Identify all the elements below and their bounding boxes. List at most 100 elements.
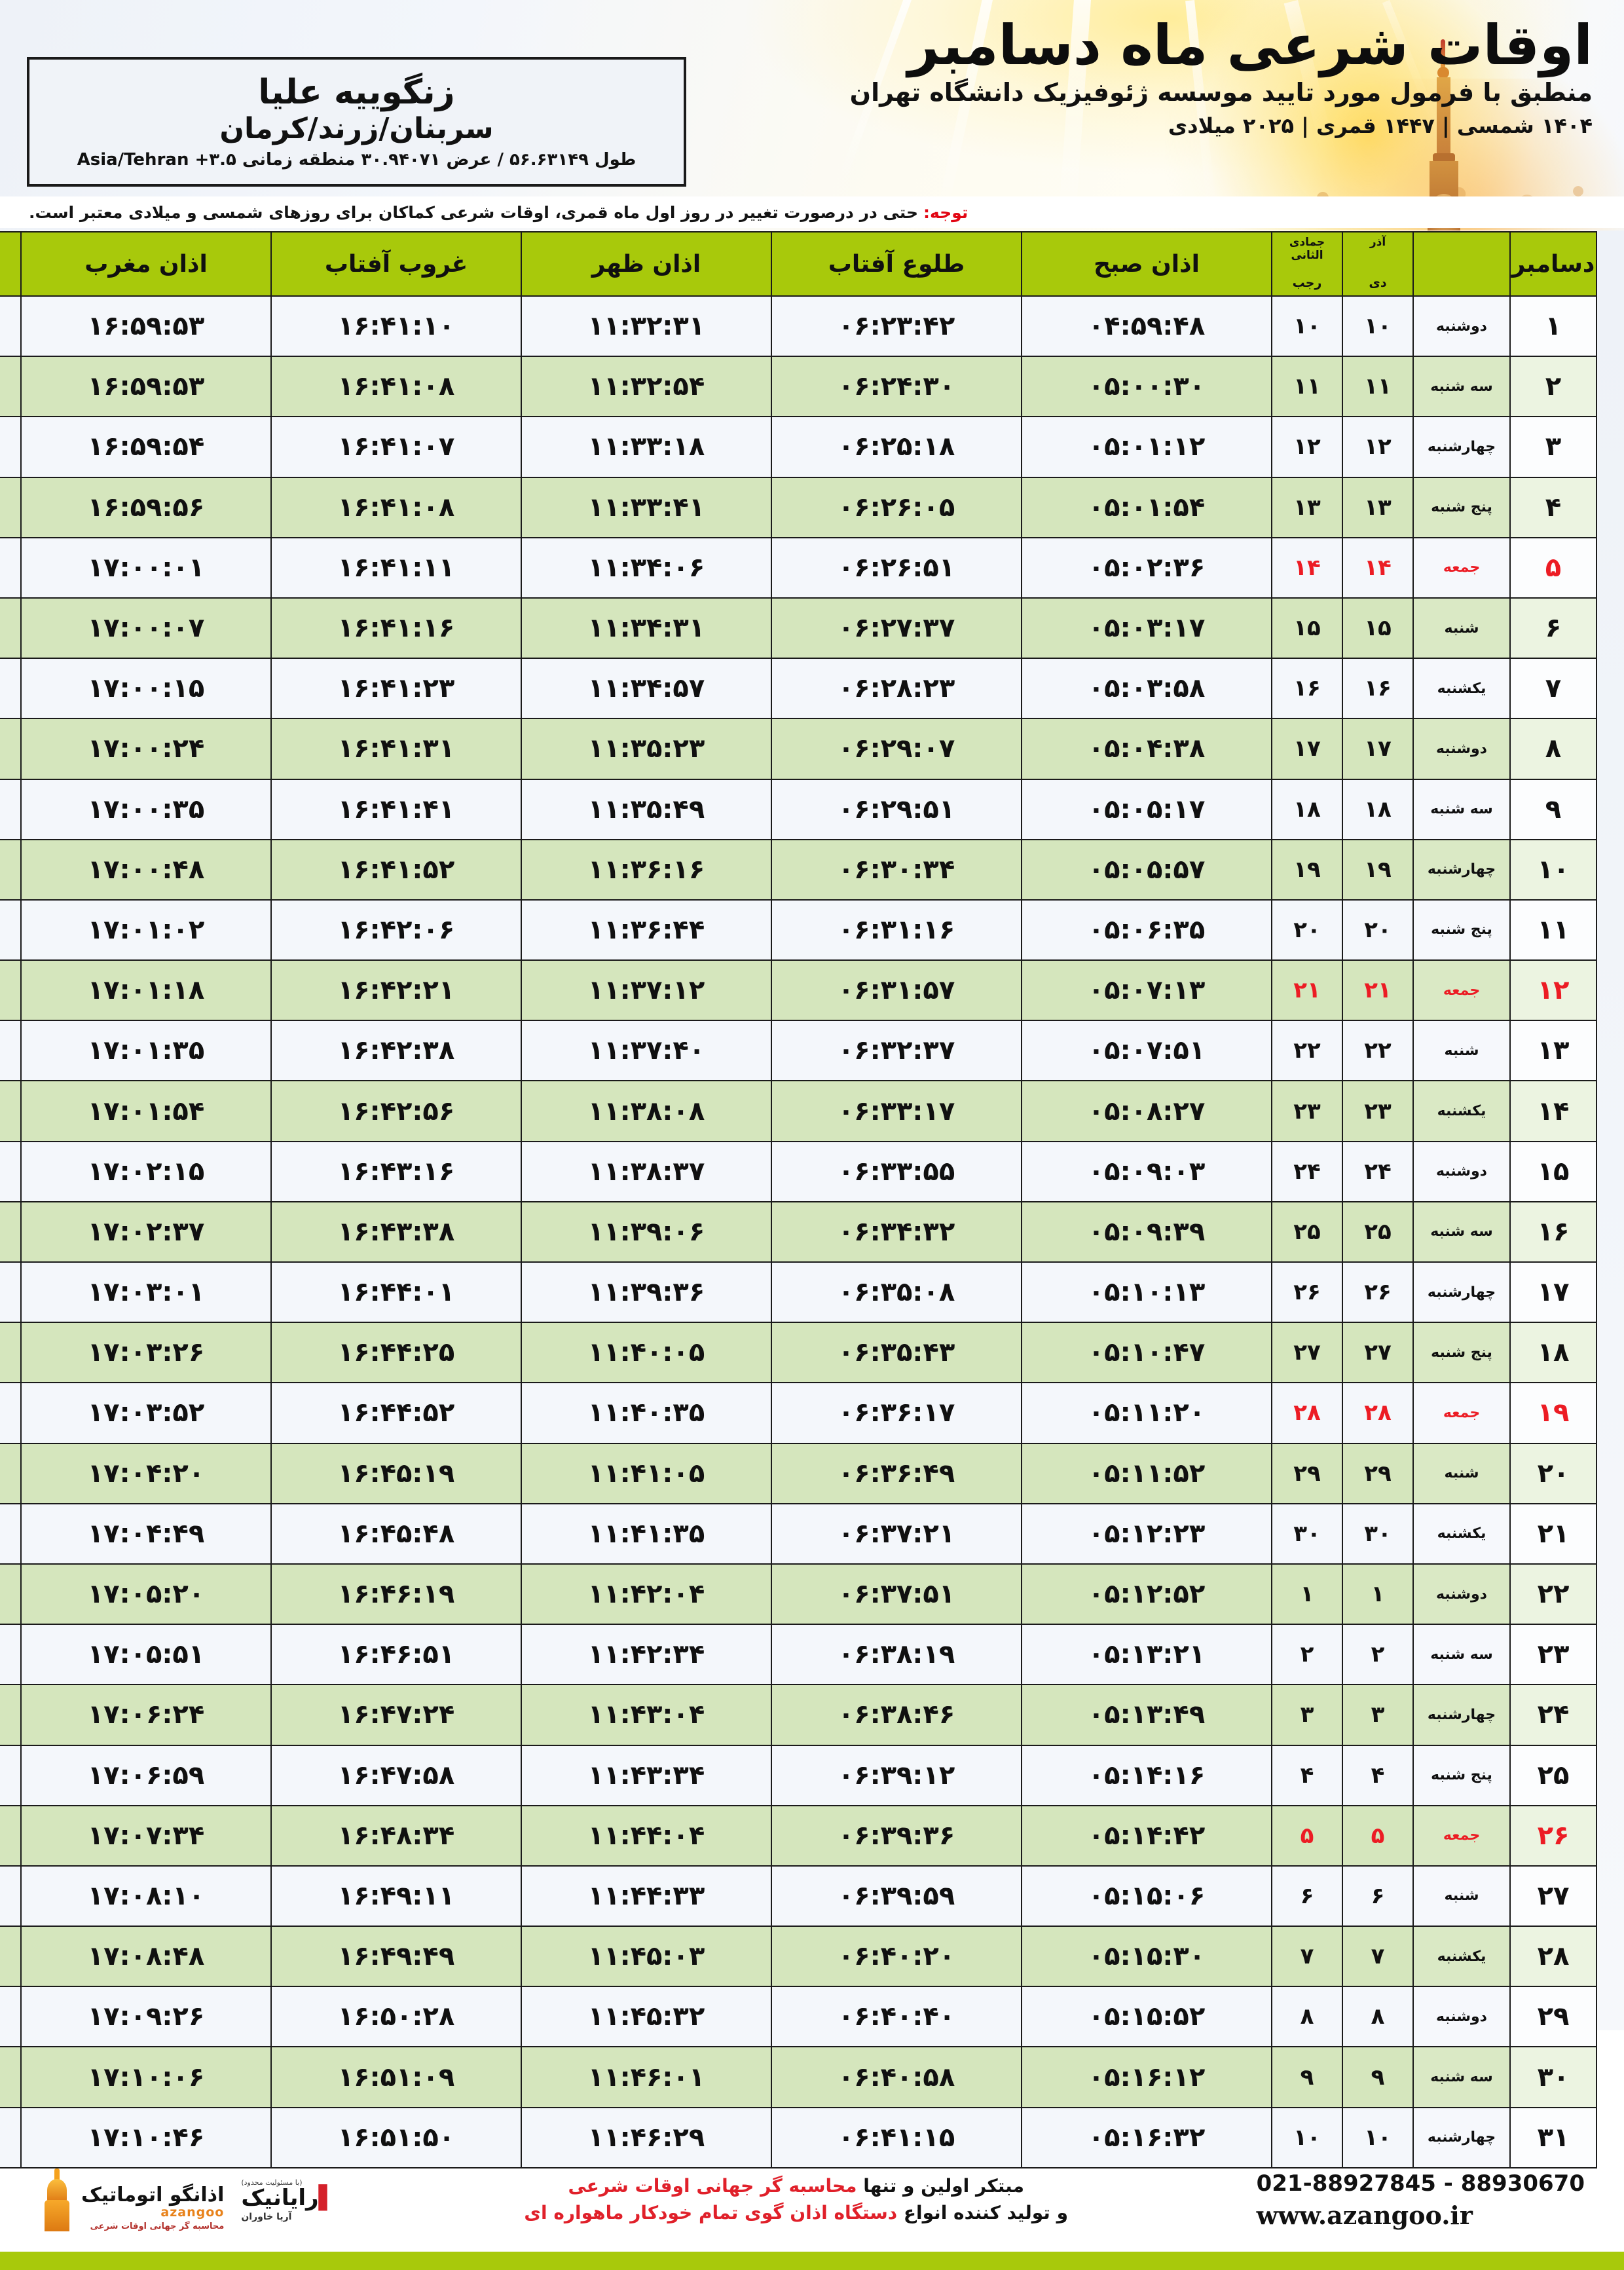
dhuhr-time-cell: ۱۱:۳۴:۳۱ — [521, 597, 772, 660]
day-number-cell: ۶ — [1509, 597, 1597, 660]
weekday-cell: یکشنبه — [1412, 1080, 1511, 1142]
sunrise-time-cell: ۰۶:۳۳:۱۷ — [771, 1080, 1022, 1142]
sunrise-time-cell: ۰۶:۳۳:۵۵ — [771, 1140, 1022, 1202]
sunset-time-cell: ۱۶:۴۱:۱۶ — [270, 597, 522, 660]
location-coordinates: طول ۵۶.۶۳۱۴۹ / عرض ۳۰.۹۴۰۷۱ منطقه زمانی … — [77, 150, 637, 170]
sunrise-time-cell: ۰۶:۴۰:۵۸ — [771, 2046, 1022, 2108]
solar-date-cell: ۱۶ — [1342, 658, 1414, 720]
solar-date-cell: ۱۵ — [1342, 597, 1414, 660]
maghrib-time-cell: ۱۷:۱۰:۴۶ — [20, 2106, 272, 2168]
solar-date-cell: ۱۹ — [1342, 838, 1414, 901]
lunar-date-cell: ۲ — [1271, 1624, 1343, 1686]
day-number-cell: ۲۴ — [1509, 1684, 1597, 1746]
midnight-time-cell: ۲۳:۰۲:۲۰ — [0, 1865, 22, 1927]
weekday-cell: سه شنبه — [1412, 778, 1511, 840]
day-number-cell: ۵ — [1509, 536, 1597, 599]
location-name: زنگوییه علیا — [258, 72, 455, 112]
solar-date-cell: ۷ — [1342, 1926, 1414, 1988]
sunset-time-cell: ۱۶:۴۱:۱۰ — [270, 295, 522, 358]
lunar-date-cell: ۳۰ — [1271, 1502, 1343, 1565]
weekday-cell: جمعه — [1412, 1804, 1511, 1867]
solar-date-cell: ۱۰ — [1342, 295, 1414, 358]
solar-date-cell: ۲۹ — [1342, 1442, 1414, 1504]
day-number-cell: ۱۰ — [1509, 838, 1597, 901]
day-number-cell: ۱۵ — [1509, 1140, 1597, 1202]
day-number-cell: ۲۶ — [1509, 1804, 1597, 1867]
midnight-time-cell: ۲۲:۵۷:۲۴ — [0, 1261, 22, 1324]
table-row: ۲۲ دوشنبه ۱ ۱ ۰۵:۱۲:۵۲ ۰۶:۳۷:۵۱ ۱۱:۴۲:۰۴ ۱۶:۴۶:… — [0, 1563, 1597, 1626]
dhuhr-time-cell: ۱۱:۴۱:۰۵ — [521, 1442, 772, 1504]
fajr-time-cell: ۰۵:۰۱:۱۲ — [1021, 416, 1272, 478]
rayanik-logo: (با مسئولیت محدود) ▌رایانیک آریا خاوران — [241, 2178, 335, 2222]
mosque-tower-icon — [39, 2168, 75, 2231]
day-number-cell: ۱۱ — [1509, 899, 1597, 961]
weekday-cell: سه شنبه — [1412, 356, 1511, 418]
maghrib-time-cell: ۱۷:۰۷:۳۴ — [20, 1804, 272, 1867]
sunset-time-cell: ۱۶:۴۱:۰۷ — [270, 416, 522, 478]
day-number-cell: ۱۷ — [1509, 1261, 1597, 1324]
midnight-time-cell: ۲۳:۰۲:۵۰ — [0, 1926, 22, 1988]
lunar-date-cell: ۲۶ — [1271, 1261, 1343, 1324]
promo-line-2-highlight: دستگاه اذان گوی تمام خودکار ماهواره ای — [524, 2202, 898, 2223]
weekday-cell: دوشنبه — [1412, 1986, 1511, 2048]
solar-date-cell: ۴ — [1342, 1744, 1414, 1806]
table-row: ۲۷ شنبه ۶ ۶ ۰۵:۱۵:۰۶ ۰۶:۳۹:۵۹ ۱۱:۴۴:۳۳ ۱۶:۴۹:۱۱… — [0, 1865, 1597, 1927]
midnight-time-cell: ۲۳:۰۳:۵۰ — [0, 2046, 22, 2108]
weekday-cell: سه شنبه — [1412, 1200, 1511, 1263]
sunset-time-cell: ۱۶:۵۱:۰۹ — [270, 2046, 522, 2108]
azangoo-name-en: azangoo — [160, 2205, 225, 2220]
fajr-time-cell: ۰۵:۰۹:۰۳ — [1021, 1140, 1272, 1202]
solar-date-cell: ۱ — [1342, 1563, 1414, 1626]
bottom-accent-bar — [0, 2252, 1624, 2270]
sunrise-time-cell: ۰۶:۳۱:۱۶ — [771, 899, 1022, 961]
maghrib-time-cell: ۱۷:۰۱:۵۴ — [20, 1080, 272, 1142]
maghrib-time-cell: ۱۷:۰۰:۱۵ — [20, 658, 272, 720]
fajr-time-cell: ۰۵:۱۰:۱۳ — [1021, 1261, 1272, 1324]
fajr-time-cell: ۰۵:۰۲:۳۶ — [1021, 536, 1272, 599]
contact-website-link[interactable]: www.azangoo.ir — [1256, 2200, 1473, 2230]
day-number-cell: ۹ — [1509, 778, 1597, 840]
weekday-cell: دوشنبه — [1412, 1140, 1511, 1202]
maghrib-time-cell: ۱۷:۰۰:۲۴ — [20, 718, 272, 780]
table-row: ۲۳ سه شنبه ۲ ۲ ۰۵:۱۳:۲۱ ۰۶:۳۸:۱۹ ۱۱:۴۲:۳۴ ۱۶:۴۶… — [0, 1624, 1597, 1686]
sunset-time-cell: ۱۶:۵۰:۲۸ — [270, 1986, 522, 2048]
lunar-date-cell: ۲۹ — [1271, 1442, 1343, 1504]
fajr-time-cell: ۰۵:۰۴:۳۸ — [1021, 718, 1272, 780]
sunset-time-cell: ۱۶:۴۱:۴۱ — [270, 778, 522, 840]
partner-logos: (با مسئولیت محدود) ▌رایانیک آریا خاوران … — [39, 2168, 336, 2231]
day-number-cell: ۱۴ — [1509, 1080, 1597, 1142]
maghrib-time-cell: ۱۷:۰۱:۳۵ — [20, 1020, 272, 1082]
azangoo-subtitle: محاسبه گر جهانی اوقات شرعی — [90, 2222, 225, 2231]
weekday-cell: شنبه — [1412, 1020, 1511, 1082]
solar-date-cell: ۶ — [1342, 1865, 1414, 1927]
lunar-date-cell: ۱۶ — [1271, 658, 1343, 720]
table-row: ۳۱ چهارشنبه ۱۰ ۱۰ ۰۵:۱۶:۳۲ ۰۶:۴۱:۱۵ ۱۱:۴۶:۲۹ ۱۶… — [0, 2106, 1597, 2168]
midnight-time-cell: ۲۲:۵۶:۰۰ — [0, 1080, 22, 1142]
sunrise-time-cell: ۰۶:۳۷:۵۱ — [771, 1563, 1022, 1626]
dhuhr-time-cell: ۱۱:۴۶:۲۹ — [521, 2106, 772, 2168]
column-header-sunset: غروب آفتاب — [270, 231, 522, 297]
promo-text-block: مبتکر اولین و تنها محاسبه گر جهانی اوقات… — [336, 2173, 1257, 2226]
midnight-time-cell: ۲۲:۵۷:۵۳ — [0, 1322, 22, 1384]
weekday-cell: چهارشنبه — [1412, 2106, 1511, 2168]
table-row: ۲۱ یکشنبه ۳۰ ۳۰ ۰۵:۱۲:۲۳ ۰۶:۳۷:۲۱ ۱۱:۴۱:۳۵ ۱۶:۴… — [0, 1502, 1597, 1565]
column-header-midnight: نیمه شب — [0, 231, 22, 297]
table-row: ۱۱ پنج شنبه ۲۰ ۲۰ ۰۵:۰۶:۳۵ ۰۶:۳۱:۱۶ ۱۱:۳۶:۴۴ ۱۶… — [0, 899, 1597, 961]
sunset-time-cell: ۱۶:۴۱:۲۳ — [270, 658, 522, 720]
sunset-time-cell: ۱۶:۴۲:۳۸ — [270, 1020, 522, 1082]
table-row: ۹ سه شنبه ۱۸ ۱۸ ۰۵:۰۵:۱۷ ۰۶:۲۹:۵۱ ۱۱:۳۵:۴۹ ۱۶:۴… — [0, 778, 1597, 840]
solar-date-cell: ۱۳ — [1342, 476, 1414, 538]
column-header-weekday — [1412, 231, 1511, 297]
solar-date-cell: ۱۸ — [1342, 778, 1414, 840]
sunrise-time-cell: ۰۶:۳۸:۴۶ — [771, 1684, 1022, 1746]
midnight-time-cell: ۲۲:۵۴:۱۴ — [0, 838, 22, 901]
sunset-time-cell: ۱۶:۴۹:۴۹ — [270, 1926, 522, 1988]
solar-date-cell: ۲۲ — [1342, 1020, 1414, 1082]
sunrise-time-cell: ۰۶:۳۹:۳۶ — [771, 1804, 1022, 1867]
solar-date-cell: ۲۸ — [1342, 1382, 1414, 1444]
day-number-cell: ۳۱ — [1509, 2106, 1597, 2168]
weekday-cell: دوشنبه — [1412, 295, 1511, 358]
sunset-time-cell: ۱۶:۴۲:۵۶ — [270, 1080, 522, 1142]
lunar-date-cell: ۹ — [1271, 2046, 1343, 2108]
maghrib-time-cell: ۱۷:۰۰:۰۷ — [20, 597, 272, 660]
